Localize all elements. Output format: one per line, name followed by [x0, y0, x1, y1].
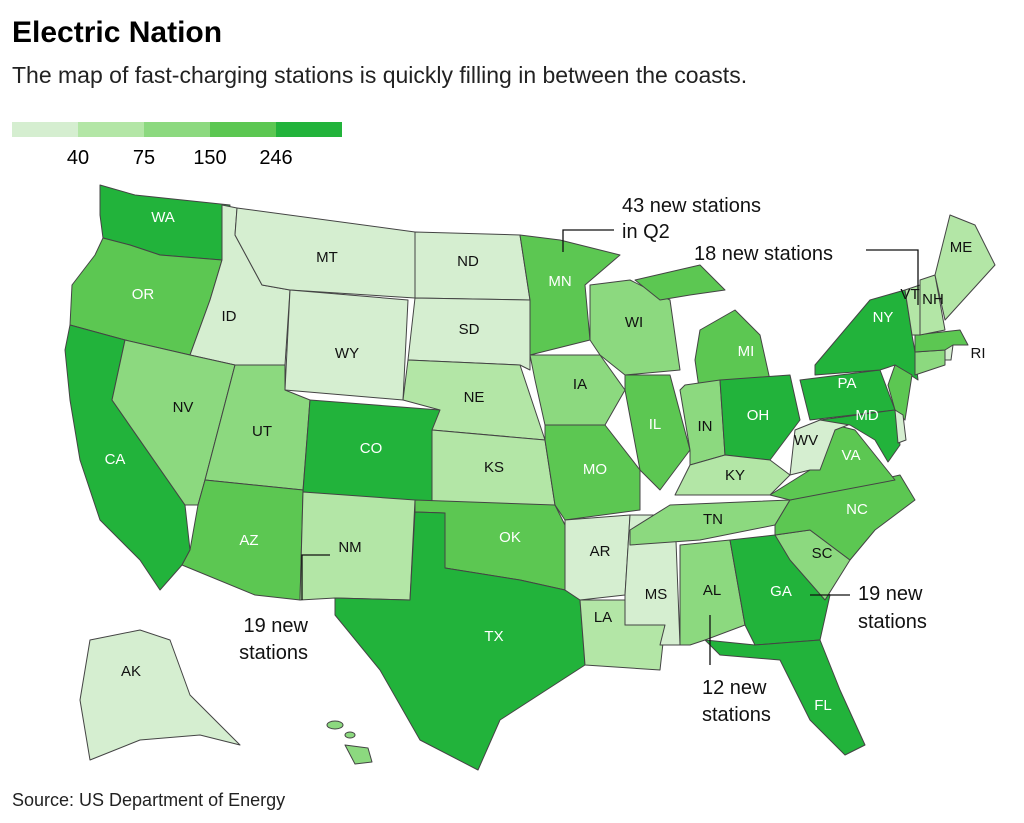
state-label: KS	[484, 459, 504, 476]
state-label: WV	[794, 432, 818, 449]
annotations: 43 new stations in Q2 18 new stations 19 …	[239, 195, 927, 726]
legend-swatch	[144, 122, 210, 137]
annotation: 43 new stations in Q2	[622, 195, 761, 243]
legend-tick-label: 75	[133, 147, 155, 169]
state-label: SC	[812, 545, 833, 562]
state-label: WA	[151, 209, 175, 226]
state	[719, 374, 801, 461]
state-label: MN	[548, 273, 571, 290]
state-label: WY	[335, 345, 359, 362]
state-label: TX	[484, 628, 503, 645]
state-labels: WA OR CA ID NV MT WY UT AZ CO NM ND SD N…	[105, 209, 986, 714]
states	[64, 184, 996, 771]
state	[519, 234, 621, 356]
state-label: MI	[738, 343, 755, 360]
legend-swatch	[276, 122, 342, 137]
state	[407, 297, 531, 371]
state-label: AZ	[239, 532, 258, 549]
state-label: NE	[464, 389, 485, 406]
state-label: AK	[121, 663, 141, 680]
state	[624, 374, 691, 491]
state-label: NH	[922, 291, 944, 308]
subtitle: The map of fast-charging stations is qui…	[12, 62, 747, 88]
state-label: VA	[842, 447, 861, 464]
legend-tick-label: 246	[259, 147, 292, 169]
state	[334, 511, 586, 771]
annotation: 19 new stations	[858, 583, 927, 633]
title: Electric Nation	[12, 16, 222, 49]
state	[894, 409, 907, 444]
state-label: OH	[747, 407, 770, 424]
state-label: VT	[900, 286, 919, 303]
annotation: 18 new stations	[694, 243, 833, 265]
state-label: ID	[222, 308, 237, 325]
state	[544, 424, 641, 521]
state-label: GA	[770, 583, 792, 600]
state	[181, 479, 304, 601]
state	[589, 279, 681, 376]
legend-tick-label: 40	[67, 147, 89, 169]
state-label: AR	[590, 543, 611, 560]
state	[934, 214, 996, 321]
state	[814, 289, 919, 381]
state-label: IL	[649, 416, 662, 433]
state	[634, 264, 771, 396]
state	[704, 639, 866, 756]
state-label: MO	[583, 461, 607, 478]
leader-line	[301, 554, 330, 600]
state-label: WI	[625, 314, 643, 331]
state-label: FL	[814, 697, 832, 714]
legend: 40 75 150 246	[12, 122, 342, 169]
state-label: NV	[173, 399, 194, 416]
state-label: IA	[573, 376, 587, 393]
state	[919, 274, 946, 336]
state-label: MS	[645, 586, 668, 603]
state-label: LA	[594, 609, 612, 626]
state-label: ND	[457, 253, 479, 270]
source: Source: US Department of Energy	[12, 790, 285, 810]
state-label: NY	[873, 309, 894, 326]
state	[326, 720, 373, 765]
state	[914, 349, 946, 376]
state-label: TN	[703, 511, 723, 528]
legend-swatch	[12, 122, 78, 137]
state-label: SD	[459, 321, 480, 338]
state	[564, 514, 631, 601]
state-label: PA	[838, 375, 857, 392]
leader-line	[866, 249, 919, 305]
state-label: IN	[698, 418, 713, 435]
state	[914, 329, 969, 353]
state-label: UT	[252, 423, 272, 440]
state-label: CA	[105, 451, 126, 468]
state-label: ME	[950, 239, 973, 256]
legend-tick-label: 150	[193, 147, 226, 169]
state-label: OR	[132, 286, 155, 303]
state-label: CO	[360, 440, 383, 457]
leader-line	[562, 229, 614, 252]
state-label: NM	[338, 539, 361, 556]
annotation: 12 new stations	[702, 677, 771, 726]
state-label: RI	[971, 345, 986, 362]
legend-swatch	[78, 122, 144, 137]
state-label: AL	[703, 582, 721, 599]
state-label: KY	[725, 467, 745, 484]
state	[79, 629, 241, 761]
legend-swatch	[210, 122, 276, 137]
state-label: NC	[846, 501, 868, 518]
annotation: 19 new stations	[239, 615, 308, 664]
state-label: OK	[499, 529, 521, 546]
state-label: MT	[316, 249, 338, 266]
state-label: MD	[855, 407, 878, 424]
